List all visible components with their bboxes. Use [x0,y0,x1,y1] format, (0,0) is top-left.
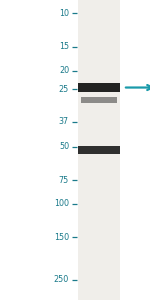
Text: 25: 25 [59,85,69,94]
Text: 75: 75 [59,176,69,184]
Text: 150: 150 [54,233,69,242]
Bar [78,0,120,300]
Text: 20: 20 [59,66,69,75]
Text: 250: 250 [54,275,69,284]
Text: 37: 37 [59,117,69,126]
Text: 10: 10 [59,9,69,18]
Text: 100: 100 [54,199,69,208]
Text: 15: 15 [59,43,69,52]
Text: 50: 50 [59,142,69,151]
